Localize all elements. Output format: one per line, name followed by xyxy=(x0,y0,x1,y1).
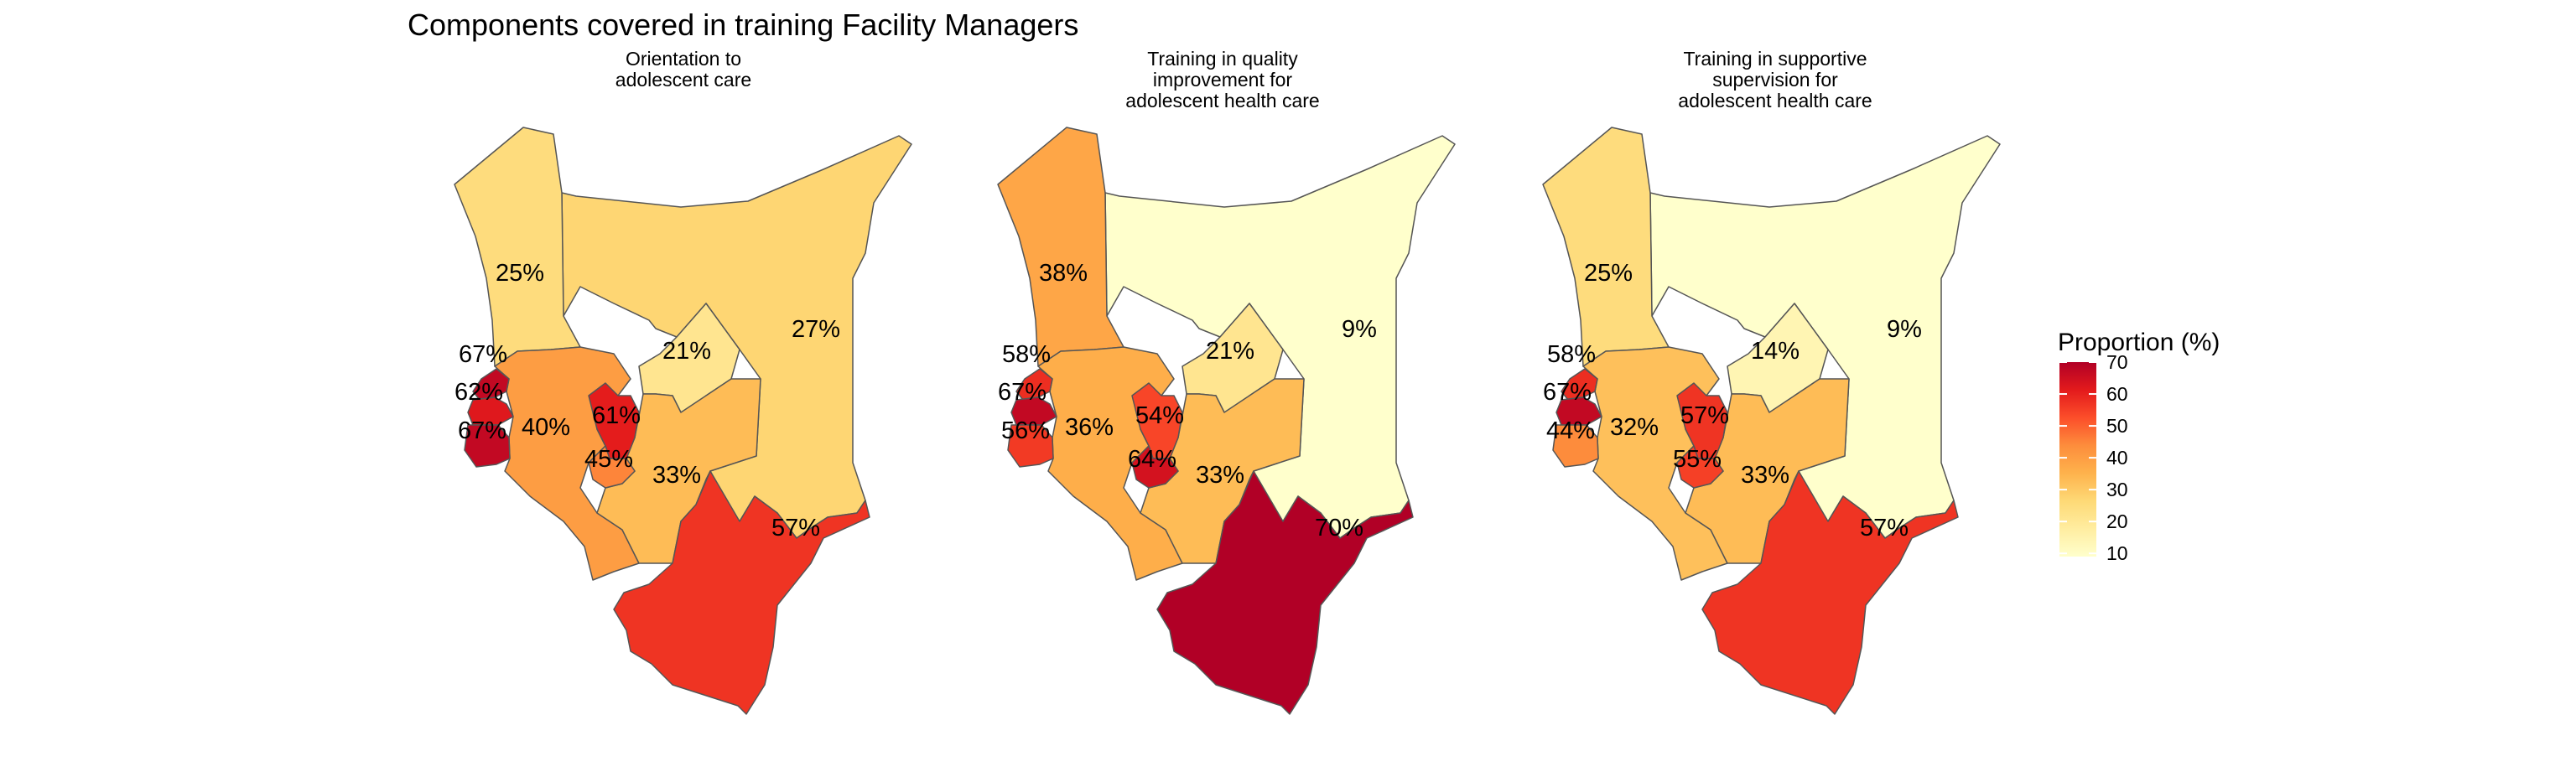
panel-title-line: Training in quality xyxy=(1147,48,1298,70)
panel-title-line: Orientation to xyxy=(626,48,741,70)
legend-tick-label: 30 xyxy=(2106,479,2128,500)
legend-tick-label: 10 xyxy=(2106,542,2128,564)
region-value-label: 14% xyxy=(1751,338,1800,365)
region-central xyxy=(1131,382,1183,459)
legend-title: Proportion (%) xyxy=(2058,329,2220,356)
region-value-label: 27% xyxy=(792,316,840,343)
region-coast xyxy=(1701,470,1959,715)
legend-tick-label: 60 xyxy=(2106,383,2128,405)
region-value-label: 32% xyxy=(1610,414,1659,441)
region-western-c xyxy=(1007,424,1054,468)
region-value-label: 9% xyxy=(1887,316,1922,343)
region-value-label: 64% xyxy=(1128,446,1176,473)
region-value-label: 54% xyxy=(1135,402,1184,429)
region-western-c xyxy=(464,424,511,468)
region-value-label: 21% xyxy=(1206,338,1254,365)
region-value-label: 33% xyxy=(1741,462,1789,489)
region-value-label: 67% xyxy=(458,417,506,444)
region-value-label: 21% xyxy=(662,338,711,365)
legend-tick-label: 50 xyxy=(2106,415,2128,437)
region-nairobi xyxy=(1676,445,1724,489)
kenya-map: 9% 25% 14% 32% 33% 57% 57% 55% 58% 67% 44% xyxy=(1542,127,2001,715)
region-value-label: 58% xyxy=(1002,341,1051,368)
panel-title-line: adolescent health care xyxy=(1678,90,1872,111)
region-nairobi xyxy=(1131,445,1179,489)
region-value-label: 45% xyxy=(584,446,633,473)
region-value-label: 61% xyxy=(592,402,641,429)
region-western-c xyxy=(1552,424,1599,468)
region-value-label: 58% xyxy=(1547,341,1596,368)
legend-tick-label: 40 xyxy=(2106,447,2128,469)
region-value-label: 25% xyxy=(1584,260,1633,287)
region-value-label: 67% xyxy=(998,379,1046,406)
legend-tick-label: 20 xyxy=(2106,510,2128,532)
region-value-label: 57% xyxy=(771,515,820,541)
figure-title: Components covered in training Facility … xyxy=(408,8,1078,42)
panel-title-line: adolescent health care xyxy=(1125,90,1319,111)
region-value-label: 9% xyxy=(1342,316,1377,343)
panel-title-line: improvement for xyxy=(1153,69,1293,91)
region-central xyxy=(1676,382,1728,459)
panel-title-line: supervision for xyxy=(1712,69,1838,91)
region-value-label: 55% xyxy=(1673,446,1722,473)
region-nairobi xyxy=(588,445,636,489)
region-western-a xyxy=(1015,368,1053,401)
region-value-label: 67% xyxy=(459,341,507,368)
region-value-label: 67% xyxy=(1543,379,1592,406)
region-western-a xyxy=(472,368,510,401)
region-western-b xyxy=(1010,396,1057,426)
region-value-label: 33% xyxy=(1196,462,1244,489)
region-coast xyxy=(613,470,870,715)
region-value-label: 62% xyxy=(454,379,503,406)
region-western-a xyxy=(1561,368,1598,401)
kenya-map: 27% 25% 21% 40% 33% 57% 61% 45% 67% 62% 67% xyxy=(454,127,912,715)
region-value-label: 40% xyxy=(522,414,570,441)
region-western-b xyxy=(1555,396,1602,426)
legend: Proportion (%) 10 20 30 40 50 60 70 xyxy=(2058,329,2220,564)
kenya-map: 9% 38% 21% 36% 33% 70% 54% 64% 58% 67% 56% xyxy=(997,127,1456,715)
region-coast xyxy=(1156,470,1414,715)
region-central xyxy=(588,382,640,459)
region-value-label: 44% xyxy=(1546,417,1595,444)
region-western-b xyxy=(467,396,514,426)
legend-tick-label: 70 xyxy=(2106,351,2128,373)
region-value-label: 56% xyxy=(1001,417,1050,444)
region-value-label: 70% xyxy=(1315,515,1363,541)
region-value-label: 57% xyxy=(1860,515,1909,541)
region-value-label: 25% xyxy=(496,260,544,287)
region-value-label: 38% xyxy=(1039,260,1088,287)
region-value-label: 36% xyxy=(1065,414,1114,441)
panel-title-line: adolescent care xyxy=(615,69,751,91)
legend-colorbar xyxy=(2059,362,2096,557)
region-value-label: 57% xyxy=(1680,402,1729,429)
panel-title-line: Training in supportive xyxy=(1683,48,1867,70)
region-value-label: 33% xyxy=(652,462,701,489)
